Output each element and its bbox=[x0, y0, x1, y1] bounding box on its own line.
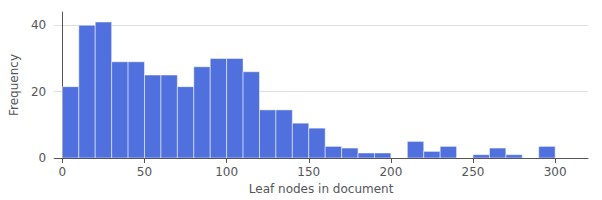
svg-text:Leaf nodes in document: Leaf nodes in document bbox=[249, 182, 394, 196]
svg-text:0: 0 bbox=[39, 151, 47, 165]
svg-text:150: 150 bbox=[297, 165, 320, 179]
svg-text:40: 40 bbox=[31, 18, 46, 32]
svg-text:20: 20 bbox=[31, 85, 46, 99]
svg-text:50: 50 bbox=[137, 165, 152, 179]
svg-text:300: 300 bbox=[544, 165, 567, 179]
svg-text:100: 100 bbox=[215, 165, 238, 179]
svg-text:200: 200 bbox=[379, 165, 402, 179]
svg-text:0: 0 bbox=[59, 165, 67, 179]
svg-text:250: 250 bbox=[462, 165, 485, 179]
svg-text:Frequency: Frequency bbox=[7, 54, 21, 116]
